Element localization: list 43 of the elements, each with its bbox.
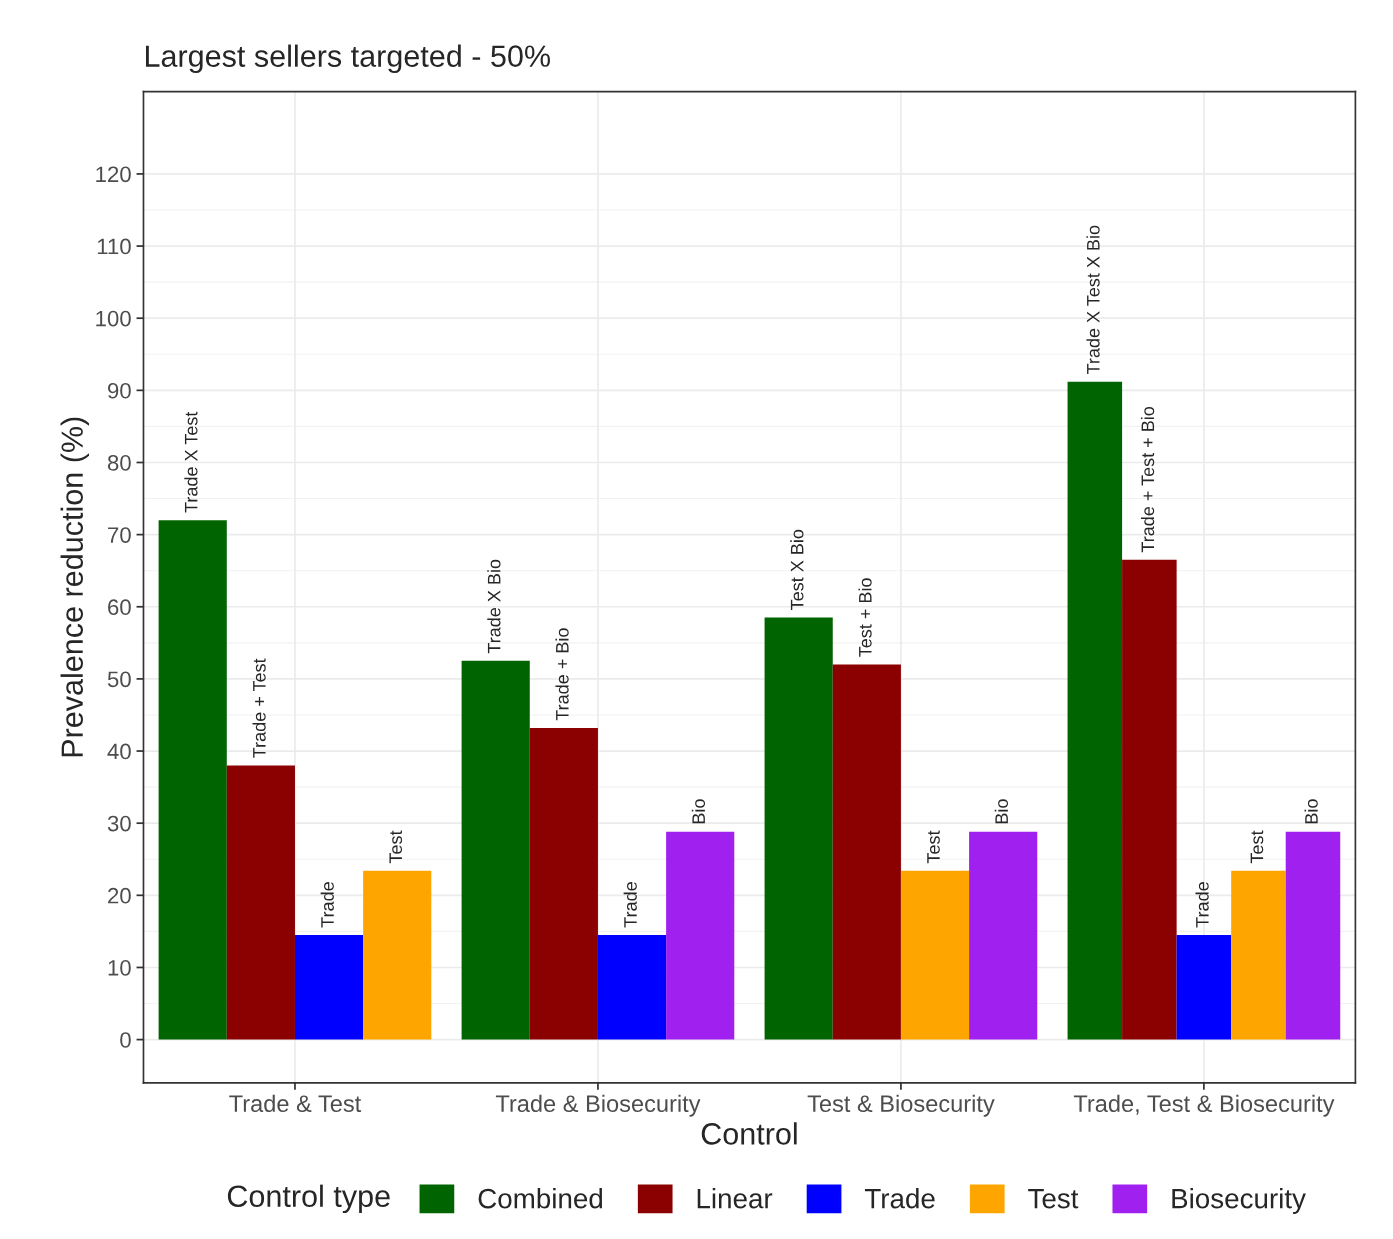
data-label: Test: [389, 830, 403, 864]
data-label: Test: [927, 830, 940, 864]
data-label: Test: [1250, 830, 1264, 864]
y-tick-label: 100: [96, 310, 131, 327]
legend-label: Linear: [697, 1188, 773, 1209]
data-label: Trade + Bio: [555, 628, 569, 721]
legend-label: Biosecurity: [1172, 1188, 1306, 1214]
data-label: Trade + Test: [252, 658, 266, 758]
y-tick-label: 60: [108, 599, 131, 616]
x-axis-title: Control: [701, 1122, 797, 1145]
y-tick-label: 90: [108, 382, 131, 399]
y-tick-label: 50: [107, 671, 131, 688]
legend-label: Trade: [864, 1188, 935, 1209]
x-tick-label: Trade & Biosecurity: [495, 1094, 701, 1117]
y-tick-label: 80: [107, 455, 131, 471]
y-tick-label: 10: [108, 960, 131, 976]
x-tick-label: Trade & Test: [229, 1094, 362, 1113]
data-label: Bio: [994, 799, 1009, 824]
data-label: Bio: [691, 799, 706, 824]
legend-label: Test: [1028, 1189, 1079, 1209]
y-tick-label: 0: [120, 1032, 131, 1048]
y-tick-label: 70: [108, 527, 131, 543]
y-tick-label: 20: [108, 887, 131, 904]
data-label: Trade X Test: [184, 411, 198, 513]
data-label: Bio: [1304, 799, 1318, 824]
data-label: Test + Bio: [858, 578, 872, 657]
data-label: Trade + Test + Bio: [1140, 406, 1155, 553]
y-axis-title: Prevalence reduction (%): [60, 417, 90, 757]
y-tick-label: 30: [107, 815, 131, 832]
x-tick-label: Trade, Test & Biosecurity: [1073, 1094, 1335, 1117]
data-label: Trade: [1195, 882, 1209, 928]
y-tick-label: 120: [96, 166, 131, 183]
data-label: Trade X Bio: [487, 559, 501, 654]
y-tick-label: 110: [97, 238, 131, 255]
x-tick-label: Test & Biosecurity: [807, 1094, 995, 1117]
data-label: Trade: [623, 882, 637, 928]
data-label: Trade X Test X Bio: [1086, 225, 1100, 375]
y-tick-label: 40: [107, 743, 131, 760]
data-label: Trade: [320, 882, 334, 928]
chart-title: Largest sellers targeted - 50%: [145, 44, 551, 74]
legend-label: Combined: [478, 1188, 603, 1209]
data-label: Test X Bio: [790, 529, 804, 610]
legend-title: Control type: [227, 1184, 390, 1214]
